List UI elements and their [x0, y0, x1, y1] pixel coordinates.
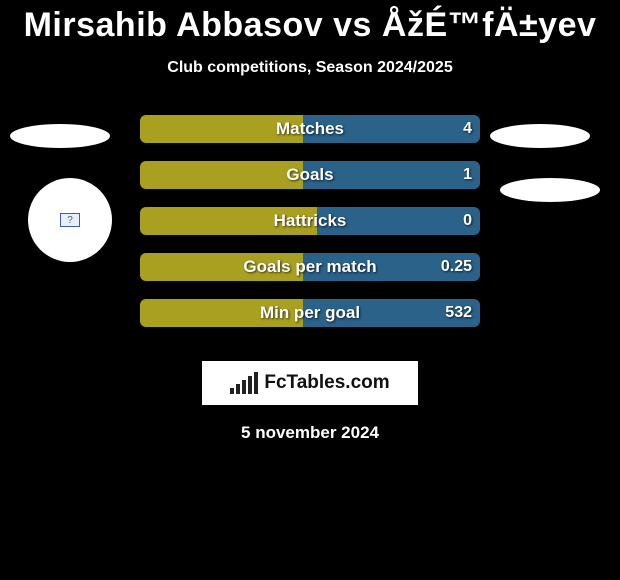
bar-fill-right — [303, 161, 480, 189]
bar-fill-right — [303, 299, 480, 327]
player-left-photo-placeholder — [10, 124, 110, 148]
bar-fill-left — [140, 161, 303, 189]
page-title: Mirsahib Abbasov vs ÅžÉ™fÄ±yev — [0, 0, 620, 45]
bar-fill-right — [317, 207, 480, 235]
bar-fill-right — [303, 253, 480, 281]
brand-text: FcTables.com — [264, 372, 389, 394]
stat-row: Goals per match0.25 — [0, 253, 620, 299]
brand-bars-icon — [230, 372, 258, 394]
brand-box: FcTables.com — [202, 361, 418, 405]
bar-track — [140, 115, 480, 143]
bar-track — [140, 299, 480, 327]
bar-track — [140, 161, 480, 189]
bar-fill-left — [140, 115, 303, 143]
bar-fill-left — [140, 299, 303, 327]
bar-fill-left — [140, 253, 303, 281]
bar-track — [140, 207, 480, 235]
flag-icon: ? — [60, 213, 80, 227]
player-right-photo-placeholder — [490, 124, 590, 148]
stat-row: Min per goal532 — [0, 299, 620, 345]
bar-track — [140, 253, 480, 281]
date-label: 5 november 2024 — [0, 423, 620, 443]
player-right-flag-placeholder — [500, 178, 600, 202]
subtitle: Club competitions, Season 2024/2025 — [0, 59, 620, 77]
bar-fill-right — [303, 115, 480, 143]
bar-fill-left — [140, 207, 317, 235]
player-left-flag: ? — [28, 178, 112, 262]
